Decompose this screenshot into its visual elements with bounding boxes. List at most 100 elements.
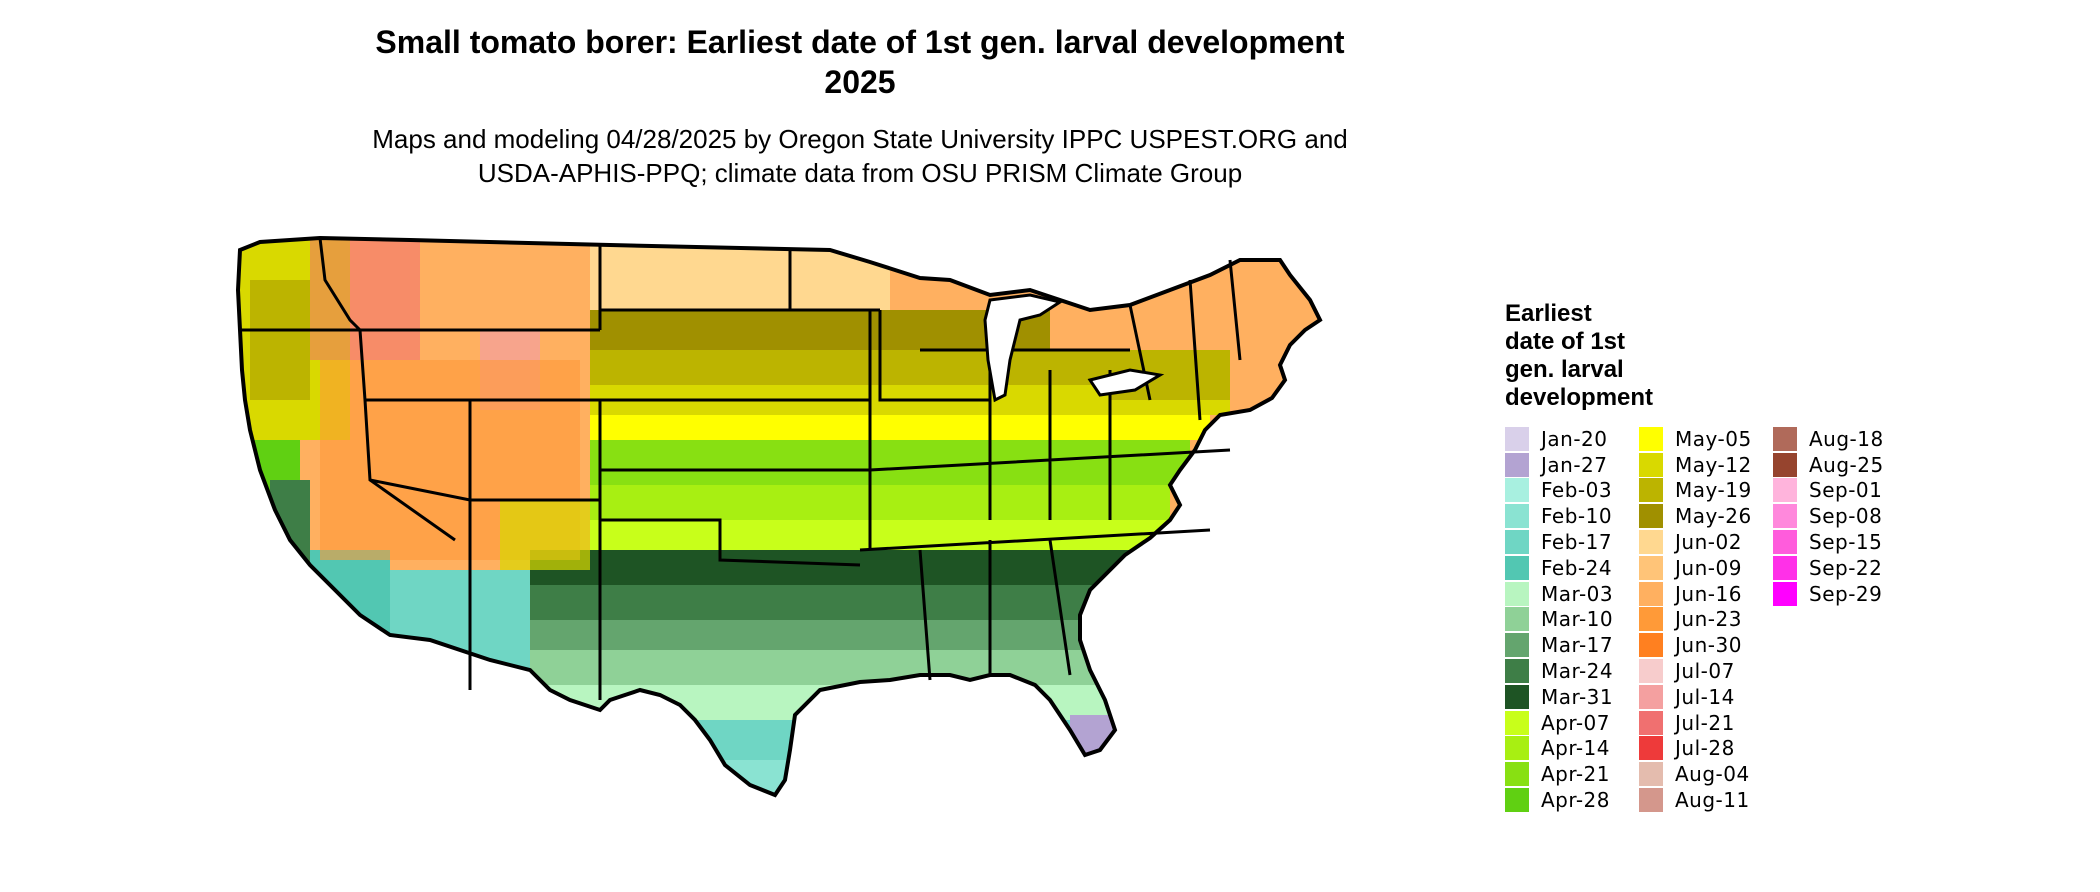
legend-label: May-26 xyxy=(1675,504,1752,529)
map-subtitle: Maps and modeling 04/28/2025 by Oregon S… xyxy=(280,122,1440,190)
legend-item: Jun-16 xyxy=(1639,581,1761,607)
legend-label: Mar-31 xyxy=(1541,684,1614,709)
legend-label: Jan-20 xyxy=(1541,426,1608,451)
legend-swatch xyxy=(1639,762,1663,787)
legend-swatch xyxy=(1639,710,1663,735)
legend-swatch xyxy=(1773,426,1797,451)
legend-item: Sep-15 xyxy=(1773,529,1895,555)
map-subtitle-line1: Maps and modeling 04/28/2025 by Oregon S… xyxy=(372,124,1348,154)
state-border-ok-tx xyxy=(600,518,861,567)
legend-item: Sep-08 xyxy=(1773,503,1895,529)
legend-column: Aug-18 Aug-25 Sep-01 Sep-08 Sep-15 Sep-22 Sep-… xyxy=(1773,426,1895,813)
legend-label: May-19 xyxy=(1675,478,1752,503)
legend-label: Sep-08 xyxy=(1809,504,1883,529)
legend-item: Mar-24 xyxy=(1505,658,1627,684)
legend-swatch xyxy=(1639,478,1663,503)
legend-swatch xyxy=(1505,555,1529,580)
state-borders xyxy=(240,237,1242,700)
legend-label: Jul-14 xyxy=(1675,684,1735,709)
legend-label: Sep-22 xyxy=(1809,555,1883,580)
legend-swatch xyxy=(1639,426,1663,451)
legend-title-line: gen. larval xyxy=(1505,356,1624,383)
legend-swatch xyxy=(1505,530,1529,555)
legend-item: Sep-22 xyxy=(1773,555,1895,581)
legend-label: Jul-28 xyxy=(1675,736,1735,761)
legend-item: May-19 xyxy=(1639,478,1761,504)
legend-item: Apr-07 xyxy=(1505,710,1627,736)
legend-label: Feb-10 xyxy=(1541,504,1613,529)
legend-label: Sep-29 xyxy=(1809,581,1883,606)
state-border-idaho-montana xyxy=(318,237,362,332)
legend-label: Aug-11 xyxy=(1675,788,1750,813)
legend-item: Jun-02 xyxy=(1639,529,1761,555)
legend-swatch xyxy=(1639,736,1663,761)
legend-label: Apr-14 xyxy=(1541,736,1610,761)
legend-swatch xyxy=(1505,762,1529,787)
legend-label: Feb-17 xyxy=(1541,530,1613,555)
legend-swatch xyxy=(1505,710,1529,735)
legend-item: Apr-14 xyxy=(1505,736,1627,762)
legend-item: May-12 xyxy=(1639,452,1761,478)
legend-swatch xyxy=(1505,788,1529,813)
legend-label: Mar-03 xyxy=(1541,581,1614,606)
legend-swatch xyxy=(1505,426,1529,451)
legend-label: Aug-18 xyxy=(1809,426,1884,451)
map-title-line1: Small tomato borer: Earliest date of 1st… xyxy=(375,24,1345,60)
legend-label: Jun-23 xyxy=(1675,607,1742,632)
legend-swatch xyxy=(1639,607,1663,632)
legend-label: Jul-07 xyxy=(1675,659,1735,684)
legend-columns: Jan-20 Jan-27 Feb-03 Feb-10 Feb-17 Feb-24 Mar-… xyxy=(1505,426,1895,813)
legend-item: May-26 xyxy=(1639,503,1761,529)
legend-label: Feb-03 xyxy=(1541,478,1613,503)
legend-label: Jul-21 xyxy=(1675,710,1735,735)
legend-label: Jun-09 xyxy=(1675,555,1742,580)
state-border-south xyxy=(859,528,1211,681)
legend-label: Apr-07 xyxy=(1541,710,1610,735)
legend-swatch xyxy=(1505,659,1529,684)
legend-title-line: Earliest xyxy=(1505,300,1592,327)
legend-swatch xyxy=(1505,736,1529,761)
legend-item: Mar-03 xyxy=(1505,581,1627,607)
state-border-az-nm xyxy=(468,500,602,700)
legend-item: Jun-09 xyxy=(1639,555,1761,581)
legend-swatch xyxy=(1505,478,1529,503)
map-subtitle-line2: USDA-APHIS-PPQ; climate data from OSU PR… xyxy=(477,158,1243,188)
legend-item: Mar-10 xyxy=(1505,607,1627,633)
legend-title-line: date of 1st xyxy=(1505,328,1626,355)
country-outline xyxy=(235,235,1323,798)
legend-item: Sep-29 xyxy=(1773,581,1895,607)
title-block: Small tomato borer: Earliest date of 1st… xyxy=(280,22,1440,190)
map-title-line2: 2025 xyxy=(824,64,896,100)
great-lakes xyxy=(983,293,1165,403)
legend-label: Mar-24 xyxy=(1541,659,1614,684)
legend-label: Aug-25 xyxy=(1809,452,1884,477)
usa-map-svg xyxy=(235,235,1323,798)
legend-swatch xyxy=(1505,452,1529,477)
legend-swatch xyxy=(1505,607,1529,632)
legend-label: Mar-17 xyxy=(1541,633,1614,658)
legend-swatch xyxy=(1639,530,1663,555)
legend-item: Jun-23 xyxy=(1639,607,1761,633)
legend-swatch xyxy=(1773,504,1797,529)
legend-label: May-12 xyxy=(1675,452,1752,477)
legend-swatch xyxy=(1639,555,1663,580)
legend-title: Earliest date of 1st gen. larval develop… xyxy=(1505,300,1725,412)
legend-swatch xyxy=(1773,452,1797,477)
legend-item: Sep-01 xyxy=(1773,478,1895,504)
legend-label: Feb-24 xyxy=(1541,555,1613,580)
legend-swatch xyxy=(1639,659,1663,684)
legend-swatch xyxy=(1639,633,1663,658)
legend-item: Feb-24 xyxy=(1505,555,1627,581)
legend-item: Aug-11 xyxy=(1639,787,1761,813)
legend-swatch xyxy=(1639,581,1663,606)
legend-label: Aug-04 xyxy=(1675,762,1750,787)
state-border-dakotas xyxy=(598,245,880,330)
legend-column: May-05 May-12 May-19 May-26 Jun-02 Jun-09 Jun-… xyxy=(1639,426,1761,813)
legend-item: Jul-28 xyxy=(1639,736,1761,762)
legend-label: May-05 xyxy=(1675,426,1752,451)
legend-label: Jun-02 xyxy=(1675,530,1742,555)
legend-label: Sep-01 xyxy=(1809,478,1883,503)
legend-item: Feb-17 xyxy=(1505,529,1627,555)
map-title: Small tomato borer: Earliest date of 1st… xyxy=(280,22,1440,102)
legend-swatch xyxy=(1639,504,1663,529)
